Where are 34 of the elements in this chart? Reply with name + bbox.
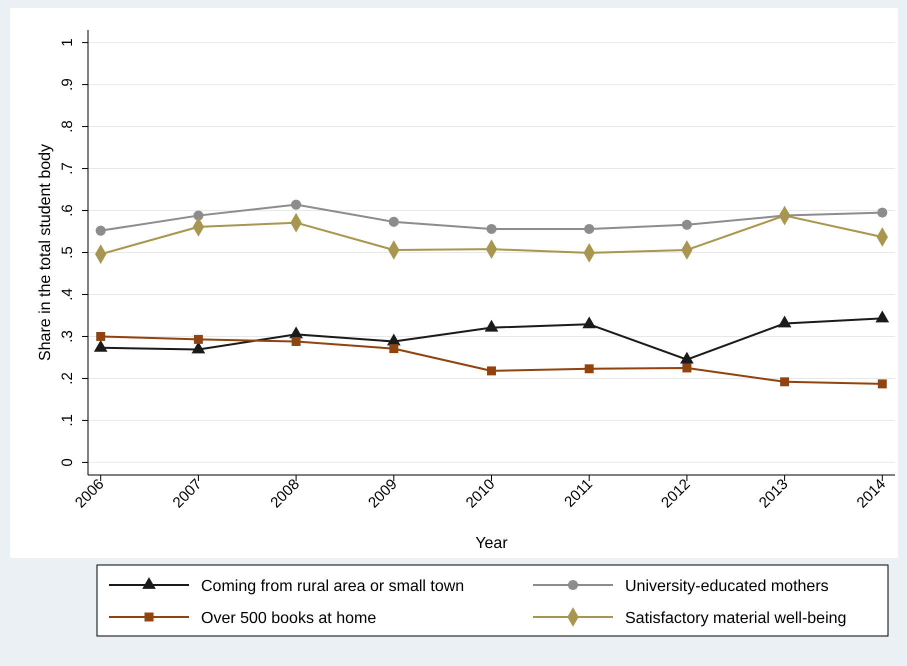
point [388, 216, 399, 227]
point [292, 337, 301, 346]
point [194, 334, 203, 344]
y-tick-label: .7 [59, 162, 76, 175]
point [291, 200, 302, 210]
point [584, 364, 594, 374]
y-axis-title: Share in the total student body [37, 144, 54, 362]
point [96, 332, 106, 341]
y-tick-label: .1 [59, 414, 76, 427]
point [682, 363, 692, 372]
point [878, 379, 887, 388]
y-tick-label: .2 [59, 372, 76, 385]
y-tick-label: .6 [59, 204, 76, 217]
point [389, 344, 398, 354]
y-tick-label: 0 [59, 458, 76, 467]
y-tick-label: 1 [59, 38, 76, 47]
y-tick-label: .5 [59, 246, 76, 259]
y-tick-label: .8 [59, 120, 76, 133]
legend-label: Satisfactory material well-being [625, 610, 846, 627]
y-tick-label: .4 [59, 288, 76, 301]
point [193, 210, 204, 221]
point [487, 366, 496, 376]
y-tick-label: .3 [59, 330, 76, 343]
point [682, 220, 692, 230]
legend-label: Over 500 books at home [201, 610, 376, 627]
y-tick-label: .9 [59, 78, 76, 91]
legend-label: Coming from rural area or small town [201, 578, 464, 595]
point [584, 224, 594, 234]
point [877, 208, 888, 218]
point [96, 226, 106, 236]
point [780, 377, 790, 386]
legend-label: University-educated mothers [625, 578, 829, 595]
x-axis-title: Year [475, 535, 508, 552]
point [486, 224, 497, 234]
